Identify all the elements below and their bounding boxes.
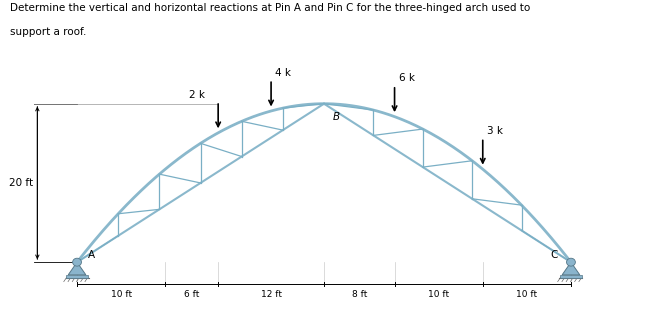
Polygon shape [68,262,86,275]
Text: 6 ft: 6 ft [184,290,200,299]
Circle shape [73,258,82,266]
Text: 10 ft: 10 ft [428,290,449,299]
Text: 20 ft: 20 ft [9,178,33,188]
Text: 12 ft: 12 ft [260,290,282,299]
Text: support a roof.: support a roof. [10,27,86,37]
Text: 2 k: 2 k [189,90,205,100]
Polygon shape [562,262,580,275]
Circle shape [566,258,575,266]
Bar [561,275,581,278]
Text: 10 ft: 10 ft [516,290,537,299]
Text: Determine the vertical and horizontal reactions at Pin A and Pin C for the three: Determine the vertical and horizontal re… [10,3,530,13]
Text: 8 ft: 8 ft [352,290,367,299]
Text: C: C [550,250,558,260]
Text: A: A [87,250,95,260]
Text: 4 k: 4 k [275,68,292,78]
Text: B: B [333,112,340,122]
Text: 10 ft: 10 ft [111,290,132,299]
Bar [67,275,87,278]
Text: 6 k: 6 k [399,73,415,83]
Text: 3 k: 3 k [487,126,503,136]
